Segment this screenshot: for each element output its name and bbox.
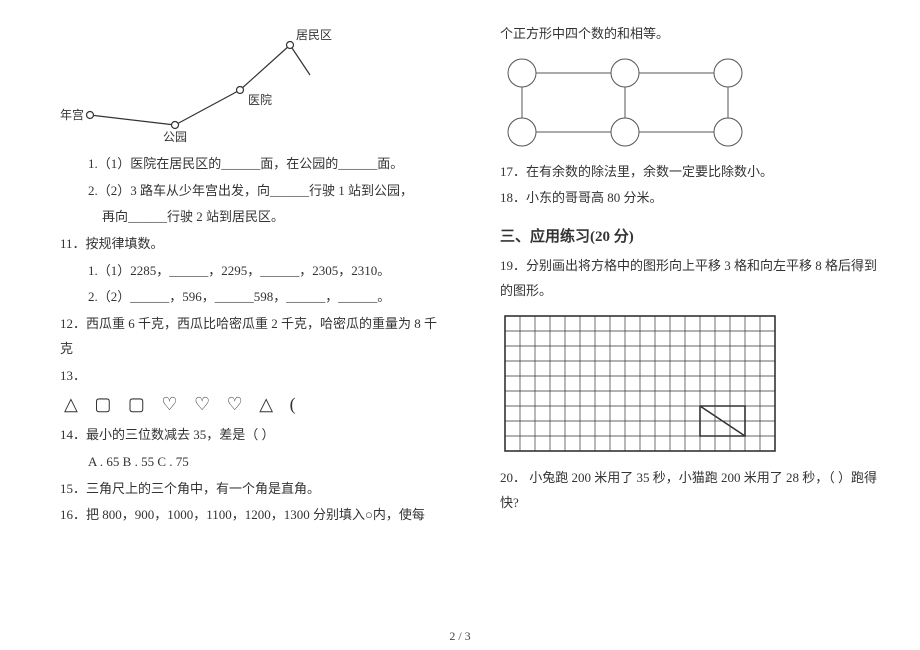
q18: 18．小东的哥哥高 80 分米。 <box>500 186 880 211</box>
q20: 20． 小兔跑 200 米用了 35 秒，小猫跑 200 米用了 28 秒，（ … <box>500 466 880 515</box>
q12: 12．西瓜重 6 千克，西瓜比哈密瓜重 2 千克，哈密瓜的重量为 8 千克 <box>60 312 440 361</box>
q11-1: 1.（1）2285，______，2295，______，2305，2310。 <box>60 259 440 284</box>
q14: 14．最小的三位数减去 35，差是（ ） <box>60 423 440 448</box>
q11-2: 2.（2）______，596，______598，______，______。 <box>60 285 440 310</box>
svg-text:居民区: 居民区 <box>296 28 332 42</box>
q1-2b: 再向______行驶 2 站到居民区。 <box>60 205 440 230</box>
svg-text:医院: 医院 <box>248 93 272 107</box>
q13: 13． <box>60 364 440 389</box>
left-column: 少年宫公园 医院 居民区 1.（1）医院在居民区的______面，在公园的_____… <box>60 20 440 530</box>
q1-1: 1.（1）医院在居民区的______面，在公园的______面。 <box>60 152 440 177</box>
svg-text:公园: 公园 <box>163 130 187 144</box>
q1-2: 2.（2）3 路车从少年宫出发，向______行驶 1 站到公园， <box>60 179 440 204</box>
page-footer: 2 / 3 <box>0 629 920 644</box>
svg-text:少年宫: 少年宫 <box>60 107 84 122</box>
shapes-sequence: △ ▢ ▢ ♡ ♡ ♡ △ ( <box>60 390 440 421</box>
q17: 17．在有余数的除法里，余数一定要比除数小。 <box>500 160 880 185</box>
q11: 11．按规律填数。 <box>60 232 440 257</box>
q19: 19．分别画出将方格中的图形向上平移 3 格和向左平移 8 格后得到的图形。 <box>500 254 880 303</box>
circles-diagram <box>500 55 880 150</box>
section-3-title: 三、应用练习(20 分) <box>500 225 880 246</box>
grid-diagram <box>500 311 880 456</box>
q14-choices: A . 65 B . 55 C . 75 <box>60 450 440 475</box>
q16: 16．把 800，900，1000，1100，1200，1300 分别填入○内，… <box>60 503 440 528</box>
q15: 15．三角尺上的三个角中，有一个角是直角。 <box>60 477 440 502</box>
q16-cont: 个正方形中四个数的和相等。 <box>500 22 880 47</box>
station-diagram: 少年宫公园 医院 居民区 <box>60 20 440 150</box>
right-column: 个正方形中四个数的和相等。 17．在有余数的除法里，余数一定要比除数小。 18．… <box>500 20 880 530</box>
